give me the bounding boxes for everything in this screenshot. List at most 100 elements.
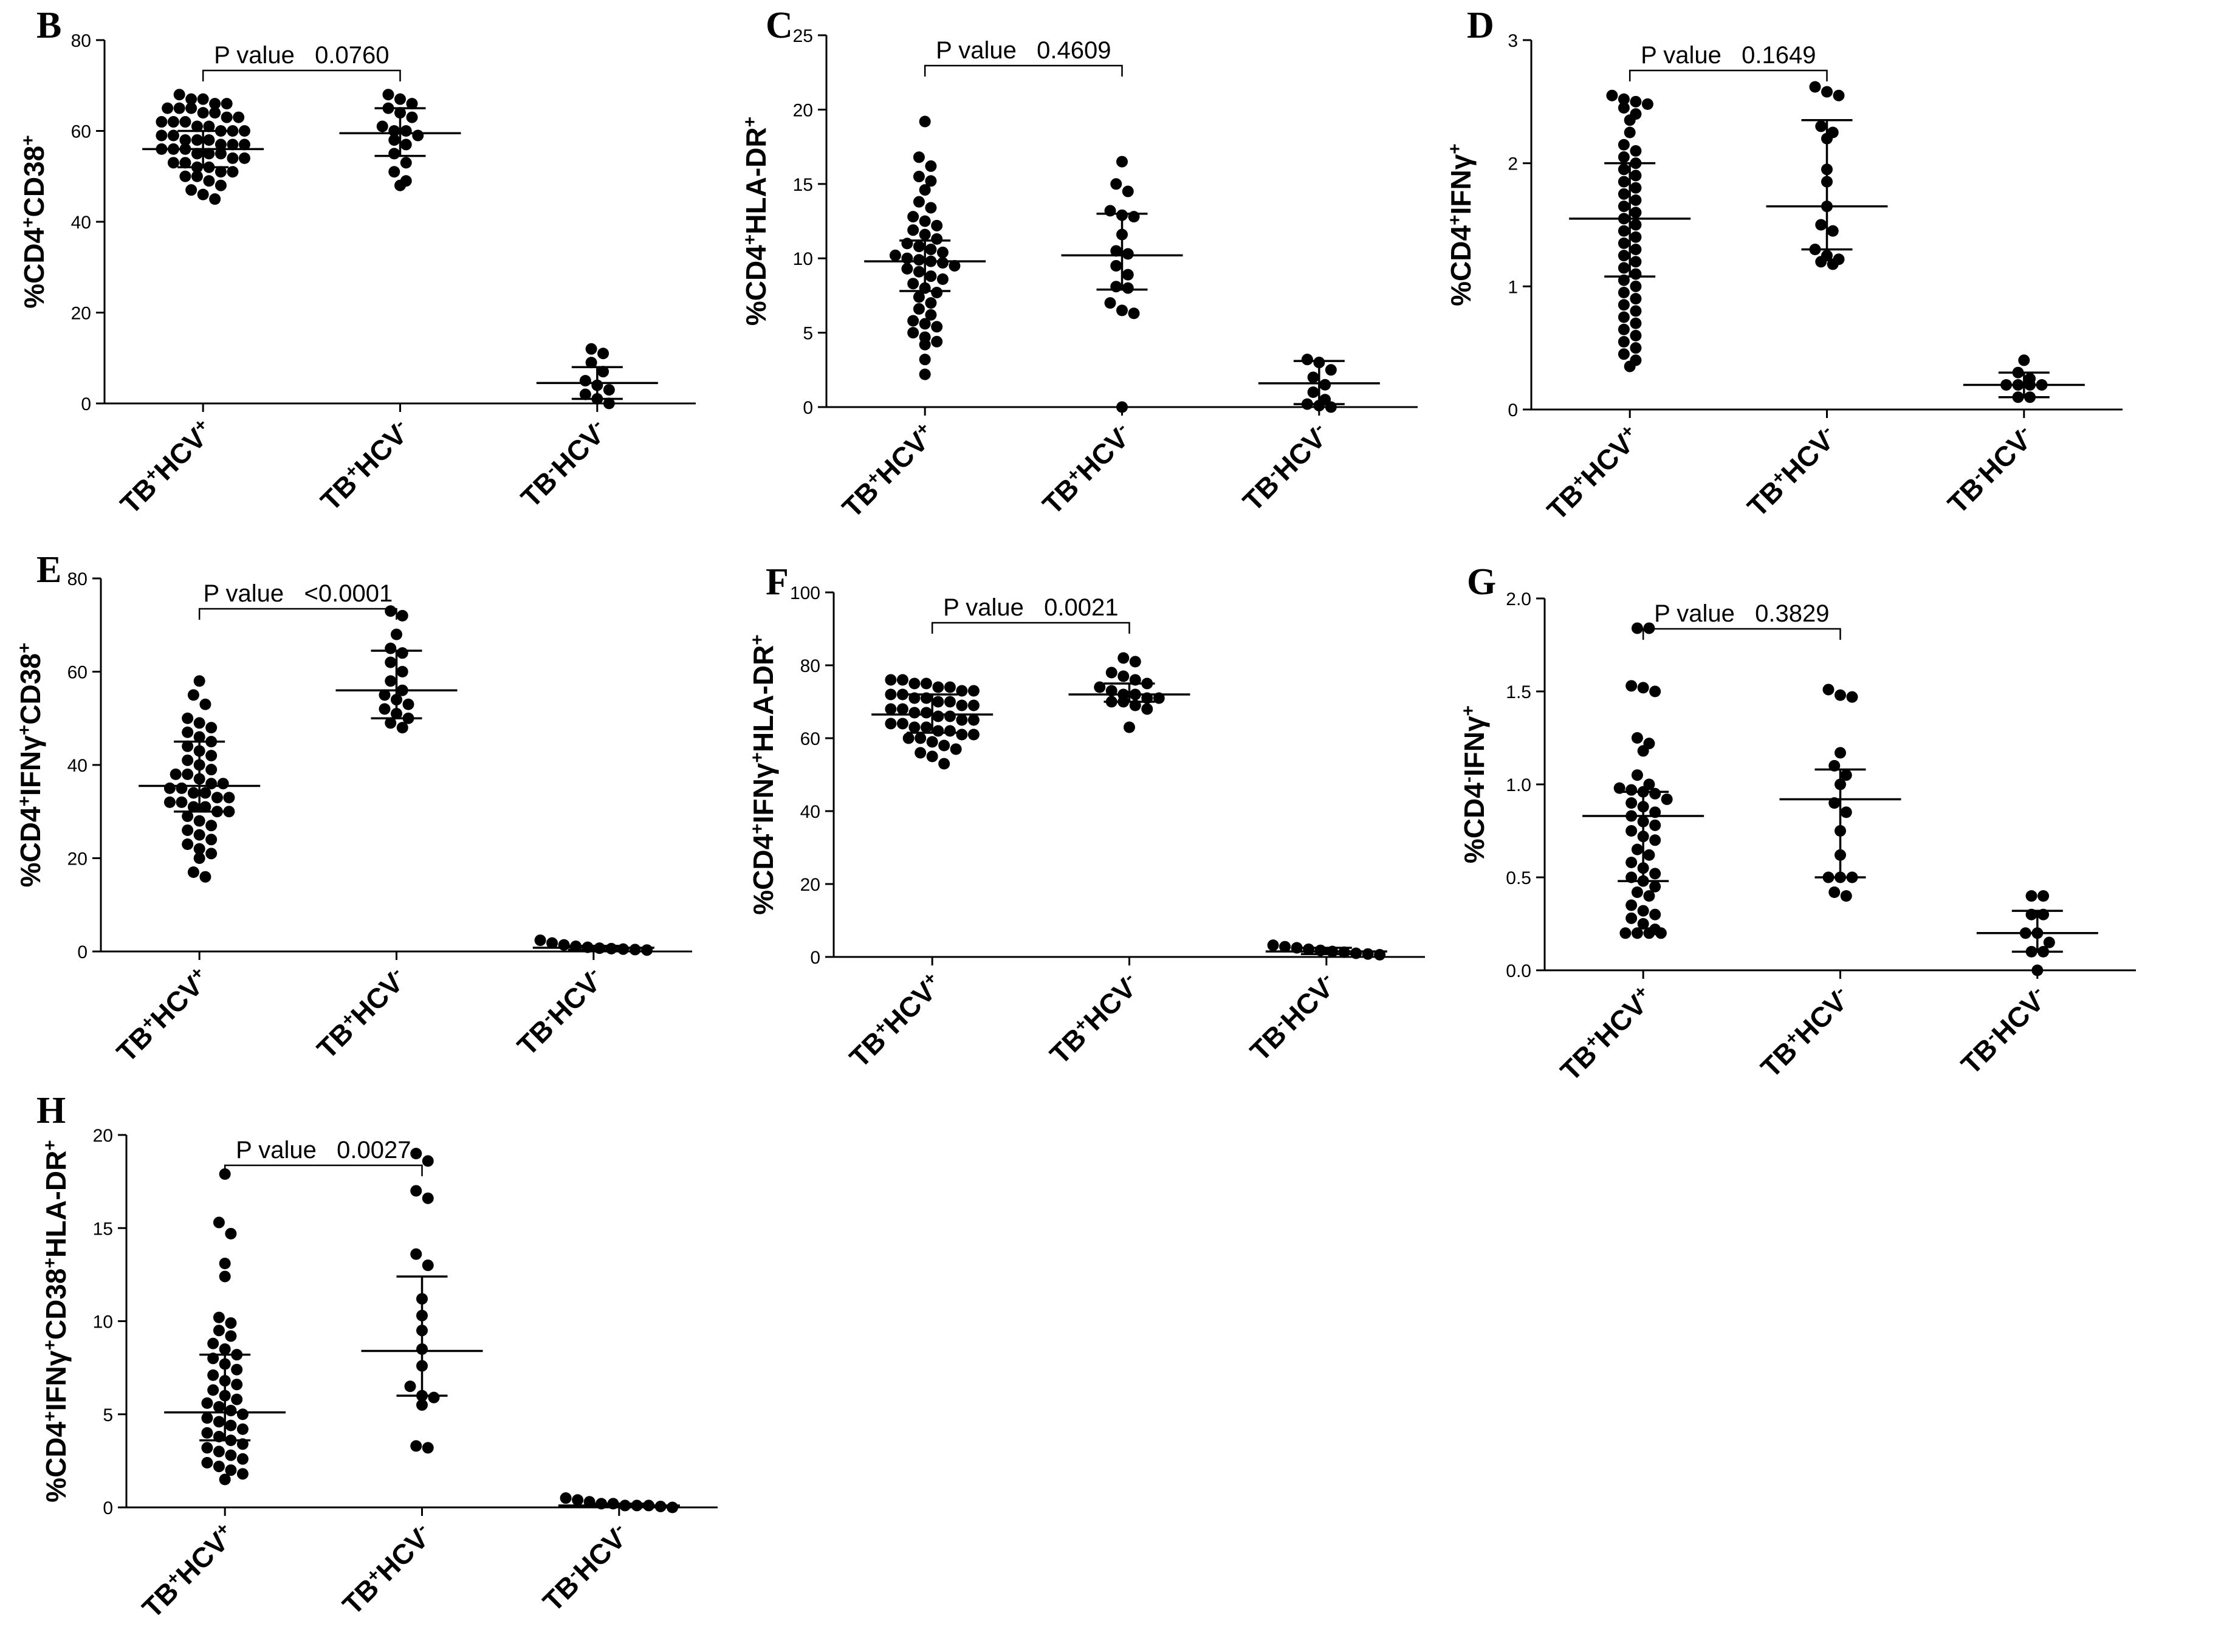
series-1 [1068,652,1190,733]
data-point [1625,825,1638,837]
data-point [889,249,901,261]
y-tick-label: 60 [800,729,820,749]
data-point [1840,769,1852,781]
data-point [1630,194,1642,206]
data-point [2025,890,2037,902]
y-tick-label: 25 [793,26,813,46]
data-point [182,824,194,836]
data-point [1362,948,1374,960]
data-point [231,1379,243,1391]
x-category-label: TB+HCV+ [836,418,941,524]
y-tick-label: 1 [1508,277,1518,297]
data-point [219,1473,231,1486]
data-point [956,714,968,726]
panel-letter: G [1467,561,1496,603]
data-point [238,125,250,137]
y-tick-label: 0 [103,1498,113,1518]
data-point [913,291,925,303]
data-point [1122,248,1134,260]
data-point [203,134,215,146]
series-1 [361,1148,483,1454]
data-point [885,718,897,730]
data-point [225,1419,237,1431]
data-point [915,732,927,744]
data-point [913,171,925,183]
data-point [193,717,205,729]
data-point [162,102,174,114]
data-point [191,170,203,182]
data-point [908,707,921,719]
data-point [410,1248,422,1260]
data-point [902,732,915,744]
series-2 [1258,354,1380,413]
data-point [221,111,233,123]
series-0 [142,89,264,205]
data-point [213,1325,225,1337]
data-point [201,1412,213,1424]
y-tick-label: 0 [1508,400,1518,420]
data-point [919,368,931,380]
data-point [913,266,925,278]
y-tick-label: 0 [77,942,88,962]
data-point [919,338,931,351]
data-point [385,656,397,668]
data-point [1267,939,1279,951]
data-point [1128,211,1140,223]
y-tick-label: 10 [93,1312,113,1332]
data-point [1110,178,1122,190]
data-point [931,233,943,245]
x-category-label: TB+HCV+ [136,1518,241,1624]
data-point [1649,787,1661,800]
data-point [236,1453,249,1465]
series-0 [164,1168,286,1486]
data-point [176,782,188,794]
data-point [199,698,211,710]
data-point [410,1148,422,1160]
data-point [379,689,391,701]
series-1 [1766,81,1888,270]
data-point [1618,299,1630,311]
data-point [205,848,218,860]
data-point [1104,297,1116,309]
panel-c: C 0 5 10 15 20 25 %CD4+HLA-DR+ TB+HCV+ TB+HCV- TB-… [740,5,1418,524]
data-point [1618,262,1630,274]
data-point [207,1369,219,1381]
data-point [406,111,418,123]
data-point [215,179,227,191]
data-point [1631,843,1643,855]
data-point [185,93,197,105]
data-point [1630,280,1642,292]
data-point [225,1330,237,1342]
data-point [185,102,197,114]
data-point [1624,126,1636,139]
data-point [1835,689,1846,701]
y-tick-label: 100 [790,583,820,603]
data-point [187,866,199,879]
data-point [193,843,205,855]
data-point [1630,256,1642,268]
data-point [1625,784,1638,796]
data-point [913,241,925,253]
data-point [233,111,245,123]
data-point [182,726,194,738]
data-point [203,175,215,187]
data-point [227,152,239,164]
x-category-label: TB+HCV- [1741,420,1844,523]
data-point [967,699,980,711]
data-point [931,335,943,348]
data-point [926,750,938,763]
y-tick-label: 60 [71,122,91,142]
y-axis-title: %CD4+IFNγ+CD38+ [15,643,47,888]
data-point [1618,323,1630,335]
data-point [167,129,179,142]
data-point [901,238,913,250]
data-point [412,129,424,142]
data-point [558,939,570,951]
data-point [205,834,218,846]
data-point [907,224,919,236]
data-point [1630,182,1642,194]
y-tick-label: 20 [93,1126,113,1146]
data-point [617,943,630,955]
data-point [925,297,937,309]
y-tick-label: 0 [803,398,813,418]
